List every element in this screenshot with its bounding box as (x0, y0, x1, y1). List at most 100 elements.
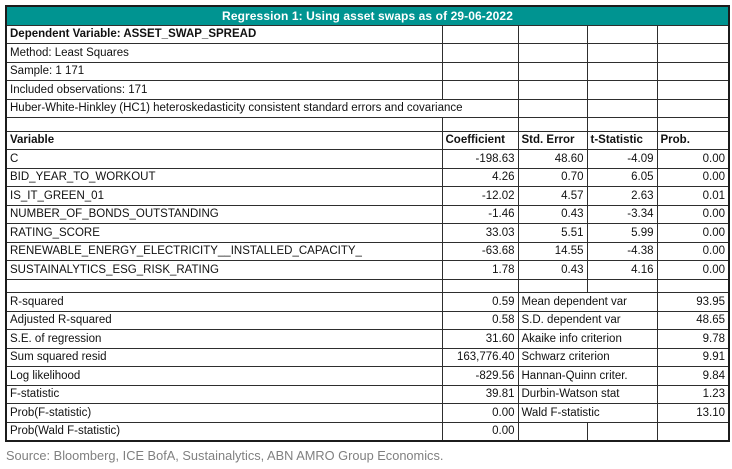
coefficient-row: IS_IT_GREEN_01 -12.02 4.57 2.63 0.01 (5, 186, 730, 206)
summary-left-value: -829.56 (441, 366, 519, 386)
column-header: Std. Error (517, 130, 588, 150)
info-label: Dependent Variable: ASSET_SWAP_SPREAD (5, 24, 443, 44)
info-row: Dependent Variable: ASSET_SWAP_SPREAD (5, 24, 730, 44)
summary-left-label: Prob(F-statistic) (5, 403, 443, 423)
column-header-row: Variable Coefficient Std. Error t-Statistic… (5, 130, 730, 150)
std-error-value: 14.55 (517, 241, 588, 261)
empty-cell (586, 421, 658, 441)
spacer-row (5, 117, 730, 132)
t-statistic-value: 6.05 (586, 167, 658, 187)
summary-right-value: 1.23 (656, 384, 730, 404)
variable-name: C (5, 149, 443, 169)
summary-left-label: F-statistic (5, 384, 443, 404)
empty-cell (586, 43, 658, 63)
coefficient-row: SUSTAINALYTICS_ESG_RISK_RATING 1.78 0.43 4.… (5, 260, 730, 280)
column-header: t-Statistic (586, 130, 658, 150)
variable-name: IS_IT_GREEN_01 (5, 186, 443, 206)
t-statistic-value: -4.38 (586, 241, 658, 261)
empty-cell (517, 24, 588, 44)
empty-cell (441, 117, 519, 132)
column-header: Prob. (656, 130, 730, 150)
empty-cell (586, 61, 658, 81)
coefficient-value: 33.03 (441, 223, 519, 243)
coefficient-row: NUMBER_OF_BONDS_OUTSTANDING -1.46 0.43 -3.3… (5, 204, 730, 224)
summary-left-value: 31.60 (441, 329, 519, 349)
summary-row: F-statistic 39.81 Durbin-Watson stat 1.23 (5, 384, 730, 404)
regression-output-page: Regression 1: Using asset swaps as of 29… (5, 5, 731, 463)
t-statistic-value: 5.99 (586, 223, 658, 243)
empty-cell (656, 98, 730, 118)
prob-value: 0.00 (656, 167, 730, 187)
summary-right-label: Wald F-statistic (517, 403, 658, 423)
t-statistic-value: -4.09 (586, 149, 658, 169)
empty-cell (586, 98, 658, 118)
empty-cell (517, 278, 588, 293)
summary-left-value: 39.81 (441, 384, 519, 404)
std-error-value: 0.70 (517, 167, 588, 187)
summary-right-label: Akaike info criterion (517, 329, 658, 349)
empty-cell (441, 61, 519, 81)
empty-cell (656, 278, 730, 293)
coefficient-value: 4.26 (441, 167, 519, 187)
summary-row: S.E. of regression 31.60 Akaike info crite… (5, 329, 730, 349)
summary-left-label: S.E. of regression (5, 329, 443, 349)
empty-cell (5, 278, 443, 293)
summary-right-value: 93.95 (656, 292, 730, 312)
empty-cell (517, 43, 588, 63)
info-row: Included observations: 171 (5, 80, 730, 100)
coefficient-row: RATING_SCORE 33.03 5.51 5.99 0.00 (5, 223, 730, 243)
summary-left-value: 0.59 (441, 292, 519, 312)
info-label: Sample: 1 171 (5, 61, 443, 81)
prob-value: 0.00 (656, 223, 730, 243)
summary-right-label: S.D. dependent var (517, 310, 658, 330)
summary-row: Adjusted R-squared 0.58 S.D. dependent var… (5, 310, 730, 330)
column-header: Variable (5, 130, 443, 150)
empty-cell (586, 80, 658, 100)
prob-value: 0.00 (656, 241, 730, 261)
empty-cell (586, 24, 658, 44)
summary-left-label: Prob(Wald F-statistic) (5, 421, 443, 441)
summary-right-value: 13.10 (656, 403, 730, 423)
summary-right-label: Schwarz criterion (517, 347, 658, 367)
empty-cell (441, 43, 519, 63)
std-error-value: 5.51 (517, 223, 588, 243)
summary-left-value: 0.00 (441, 403, 519, 423)
coefficient-row: RENEWABLE_ENERGY_ELECTRICITY__INSTALLED_… (5, 241, 730, 261)
empty-cell (656, 24, 730, 44)
summary-right-label: Durbin-Watson stat (517, 384, 658, 404)
summary-right-value: 9.84 (656, 366, 730, 386)
coefficient-row: C -198.63 48.60 -4.09 0.00 (5, 149, 730, 169)
summary-left-value: 0.58 (441, 310, 519, 330)
std-error-value: 48.60 (517, 149, 588, 169)
info-label: Method: Least Squares (5, 43, 443, 63)
summary-row: Log likelihood -829.56 Hannan-Quinn criter… (5, 366, 730, 386)
variable-name: RATING_SCORE (5, 223, 443, 243)
empty-cell (656, 43, 730, 63)
summary-right-value: 48.65 (656, 310, 730, 330)
coefficient-value: -198.63 (441, 149, 519, 169)
info-label: Huber-White-Hinkley (HC1) heteroskedasti… (5, 98, 519, 118)
summary-row: Prob(Wald F-statistic) 0.00 (5, 421, 730, 441)
info-label: Included observations: 171 (5, 80, 443, 100)
prob-value: 0.01 (656, 186, 730, 206)
coefficient-value: 1.78 (441, 260, 519, 280)
t-statistic-value: 2.63 (586, 186, 658, 206)
prob-value: 0.00 (656, 204, 730, 224)
empty-cell (517, 98, 588, 118)
info-row: Huber-White-Hinkley (HC1) heteroskedasti… (5, 98, 730, 118)
empty-cell (5, 117, 443, 132)
empty-cell (586, 278, 658, 293)
column-header: Coefficient (441, 130, 519, 150)
prob-value: 0.00 (656, 260, 730, 280)
info-row: Method: Least Squares (5, 43, 730, 63)
variable-name: NUMBER_OF_BONDS_OUTSTANDING (5, 204, 443, 224)
summary-row: Sum squared resid 163,776.40 Schwarz crite… (5, 347, 730, 367)
summary-left-label: Log likelihood (5, 366, 443, 386)
coefficient-value: -1.46 (441, 204, 519, 224)
empty-cell (586, 117, 658, 132)
spacer-row (5, 278, 730, 293)
summary-left-value: 0.00 (441, 421, 519, 441)
regression-table-body: Regression 1: Using asset swaps as of 29… (5, 5, 730, 441)
empty-cell (656, 80, 730, 100)
empty-cell (441, 278, 519, 293)
